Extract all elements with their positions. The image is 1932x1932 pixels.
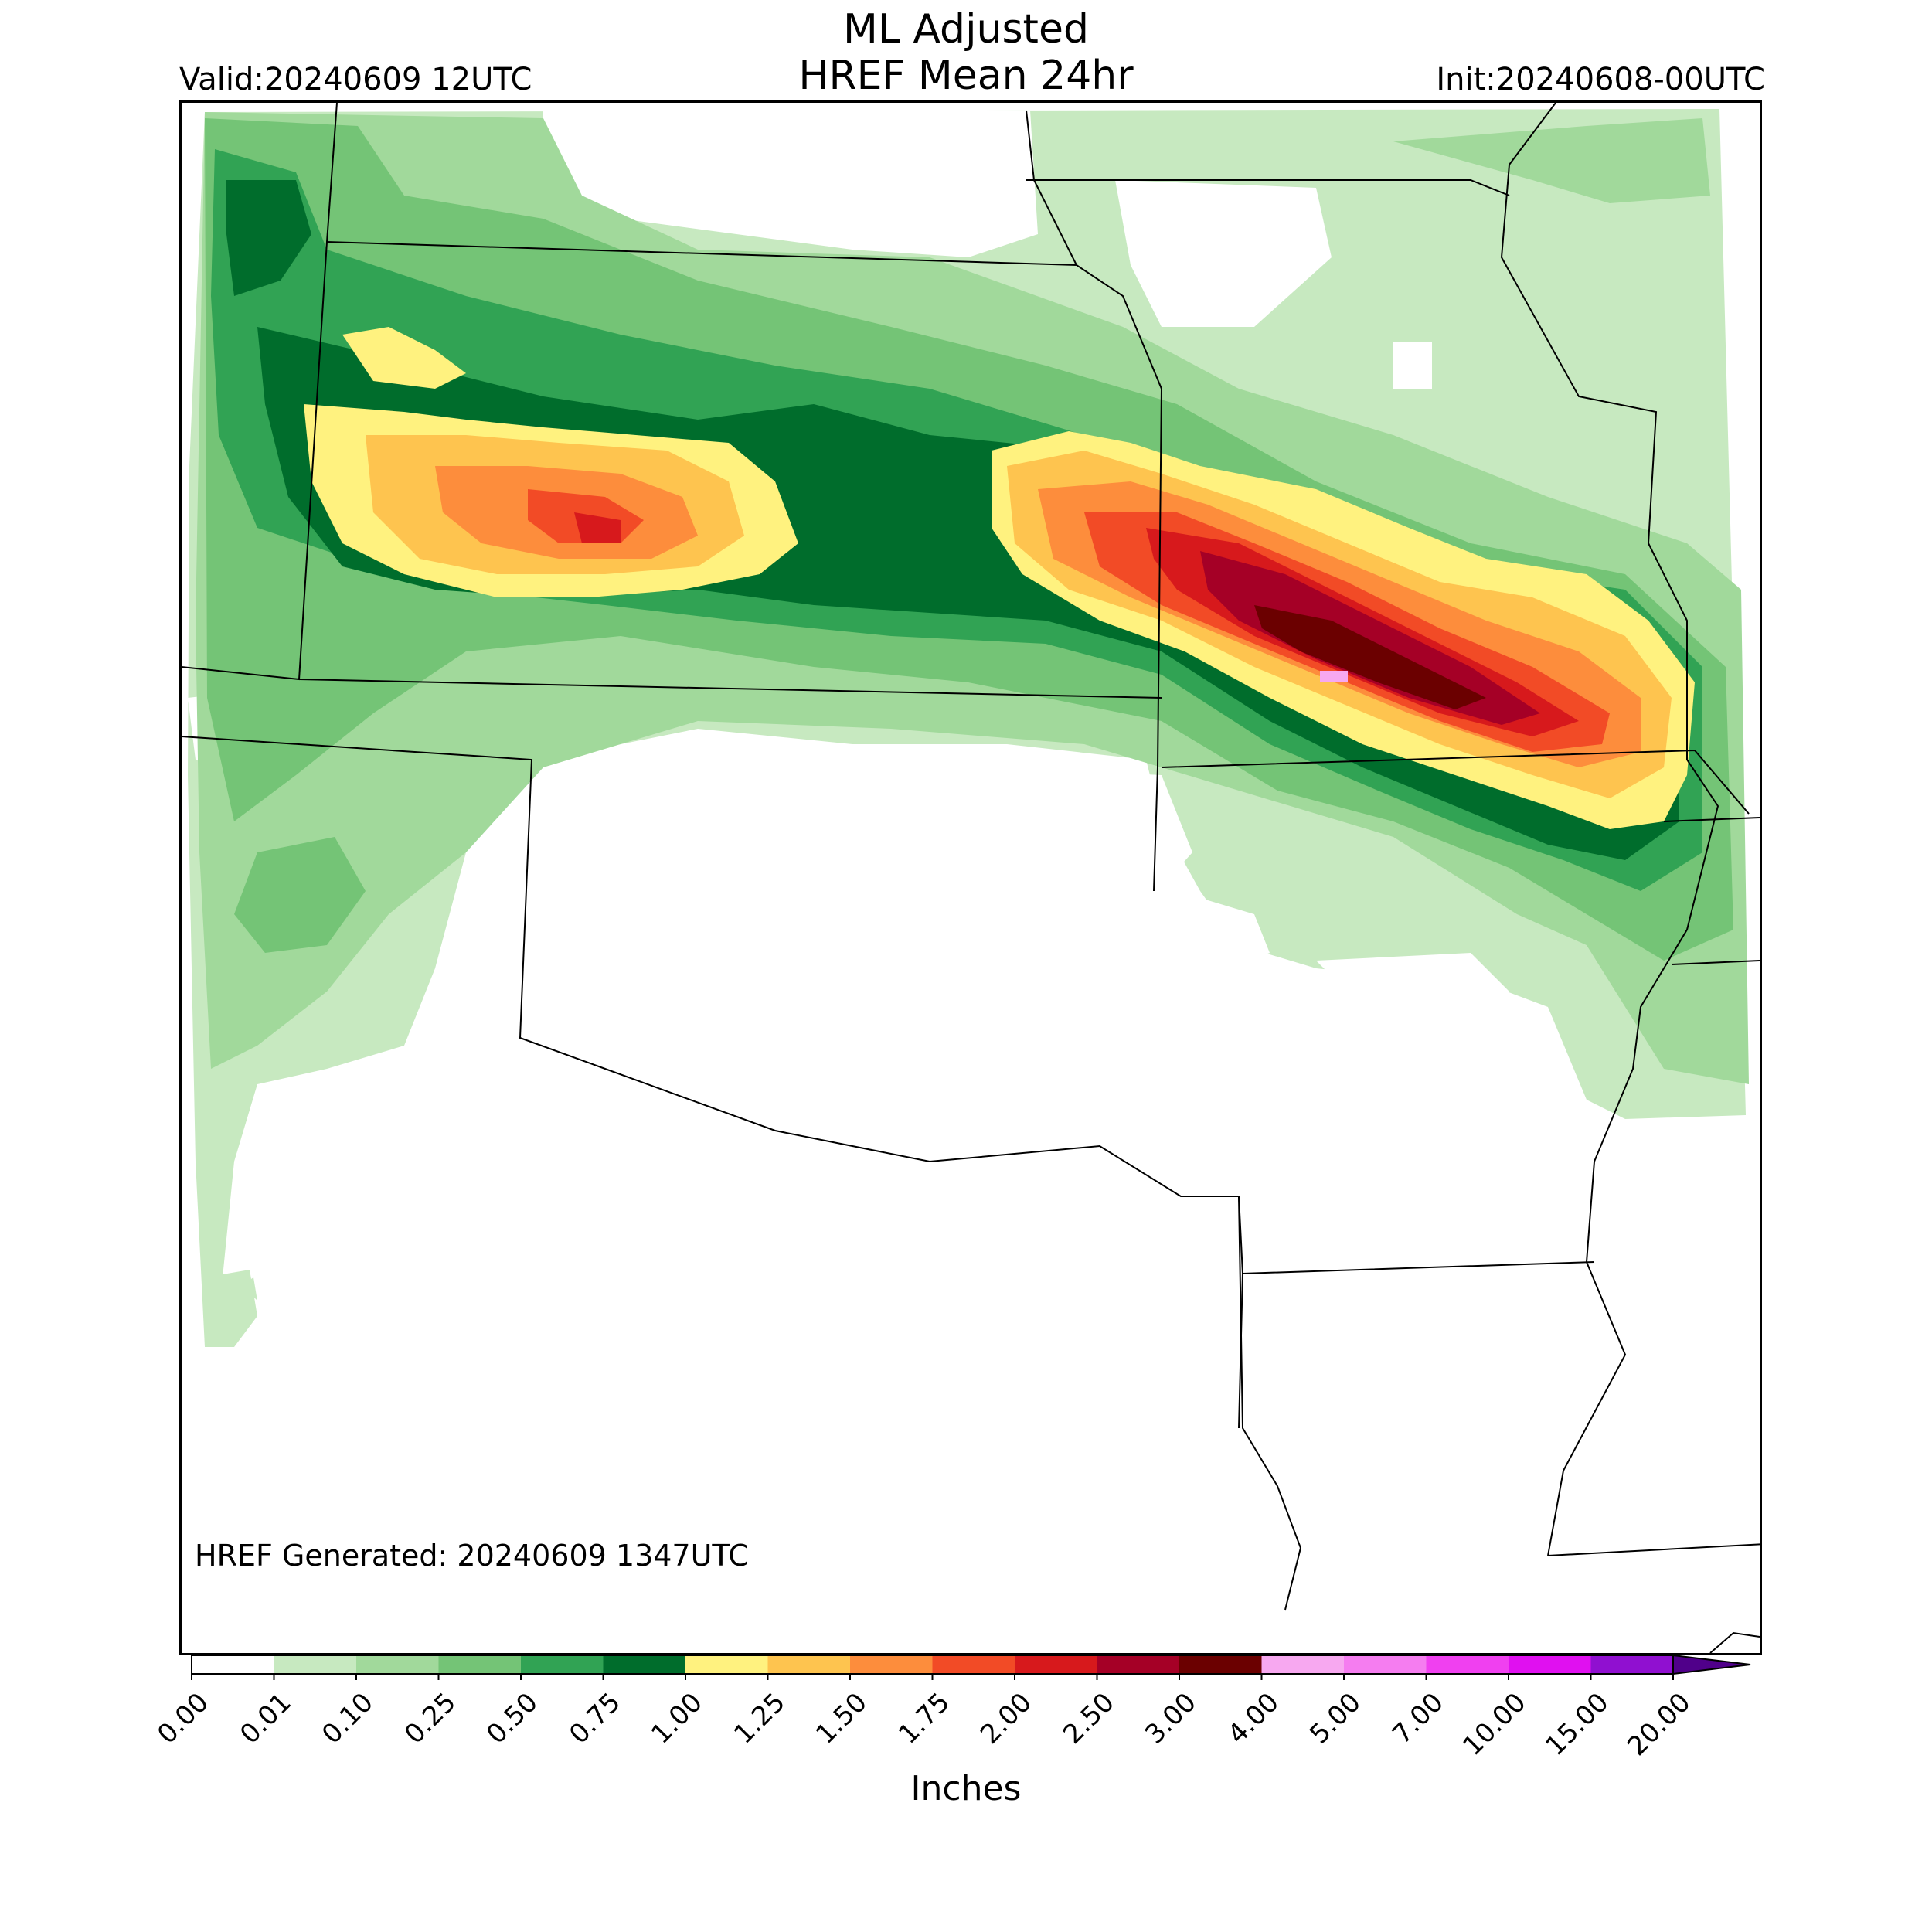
colorbar-segment [767, 1655, 851, 1674]
colorbar-tick-label: 1.00 [645, 1686, 709, 1750]
title-line-1: ML Adjusted [843, 6, 1089, 53]
colorbar-tick-label: 2.00 [975, 1686, 1038, 1750]
colorbar-segment [1344, 1655, 1427, 1674]
map-canvas [182, 103, 1760, 1653]
title-line-2: HREF Mean 24hr [798, 53, 1134, 99]
colorbar-segment [1590, 1655, 1674, 1674]
colorbar-tick-label: 0.50 [481, 1686, 544, 1750]
colorbar-segment [274, 1655, 357, 1674]
precip-layer-2.50 [1200, 551, 1540, 725]
valid-time-label: Valid:20240609 12UTC [179, 62, 532, 97]
colorbar-tick-label: 7.00 [1386, 1686, 1450, 1750]
state-borders [182, 103, 1760, 1653]
colorbar-segment [356, 1655, 439, 1674]
precip-layer-4.00 [1320, 671, 1348, 682]
colorbar-tick-label: 3.00 [1139, 1686, 1202, 1750]
colorbar-segment [932, 1655, 1015, 1674]
colorbar-tick-label: 1.50 [810, 1686, 873, 1750]
colorbar-segment [521, 1655, 604, 1674]
colorbar-tick-label: 0.00 [151, 1686, 215, 1750]
colorbar-segment [603, 1655, 686, 1674]
colorbar-tick-label: 5.00 [1304, 1686, 1367, 1750]
colorbar-segment [850, 1655, 933, 1674]
colorbar-tick-label: 0.10 [316, 1686, 379, 1750]
colorbar-segment [685, 1655, 768, 1674]
colorbar-tick-label: 0.75 [563, 1686, 627, 1750]
colorbar-tick-label: 15.00 [1539, 1686, 1615, 1762]
init-time-label: Init:20240608-00UTC [1436, 62, 1765, 97]
colorbar-tick-label: 1.75 [892, 1686, 956, 1750]
colorbar-segment [1261, 1655, 1345, 1674]
colorbar-tick-label: 20.00 [1621, 1686, 1697, 1762]
colorbar-tick-label: 0.01 [233, 1686, 298, 1750]
colorbar-segment [1509, 1655, 1591, 1674]
colorbar-tick-label: 4.00 [1221, 1686, 1285, 1750]
colorbar-tick-label: 0.25 [398, 1686, 462, 1750]
precip-layer-3.00 [1254, 605, 1486, 709]
colorbar-segment [438, 1655, 522, 1674]
colorbar-segment [192, 1655, 274, 1674]
generated-time-label: HREF Generated: 20240609 1347UTC [195, 1539, 749, 1573]
colorbar [191, 1654, 1751, 1680]
colorbar-segment [1015, 1655, 1097, 1674]
colorbar-tick-label: 10.00 [1457, 1686, 1532, 1762]
colorbar-segment [1097, 1655, 1180, 1674]
colorbar-tick-label: 1.25 [727, 1686, 791, 1750]
colorbar-segment [1426, 1655, 1509, 1674]
precipitation-map [179, 100, 1762, 1655]
colorbar-segment [1179, 1655, 1262, 1674]
colorbar-extend-arrow [1672, 1654, 1751, 1675]
colorbar-tick-label: 2.50 [1056, 1686, 1121, 1750]
colorbar-unit-label: Inches [910, 1769, 1022, 1808]
